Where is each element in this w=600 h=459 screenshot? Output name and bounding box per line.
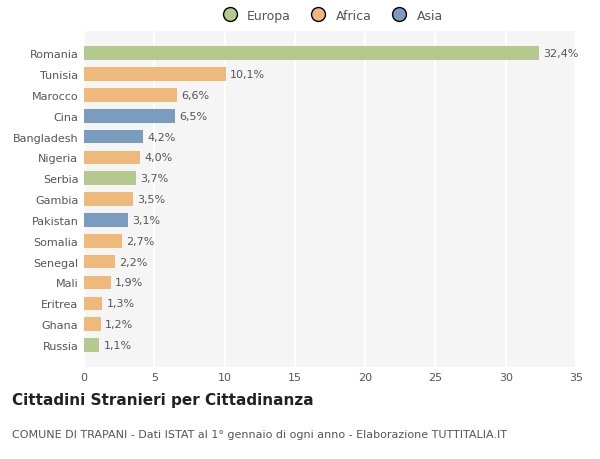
Text: COMUNE DI TRAPANI - Dati ISTAT al 1° gennaio di ogni anno - Elaborazione TUTTITA: COMUNE DI TRAPANI - Dati ISTAT al 1° gen… <box>12 429 507 439</box>
Text: 4,0%: 4,0% <box>145 153 173 163</box>
Text: 2,7%: 2,7% <box>126 236 155 246</box>
Text: 10,1%: 10,1% <box>230 70 265 80</box>
Bar <box>84 338 100 352</box>
Text: 1,3%: 1,3% <box>106 299 134 308</box>
Bar <box>84 214 128 227</box>
Text: 3,5%: 3,5% <box>137 195 166 205</box>
Text: 1,2%: 1,2% <box>105 319 133 330</box>
Legend: Europa, Africa, Asia: Europa, Africa, Asia <box>212 5 448 28</box>
Bar <box>84 68 226 82</box>
Text: Cittadini Stranieri per Cittadinanza: Cittadini Stranieri per Cittadinanza <box>12 392 314 408</box>
Text: 1,9%: 1,9% <box>115 278 143 288</box>
Text: 3,7%: 3,7% <box>140 174 169 184</box>
Bar <box>84 297 102 310</box>
Bar <box>84 255 115 269</box>
Text: 1,1%: 1,1% <box>104 340 132 350</box>
Bar <box>84 110 175 123</box>
Bar <box>84 193 133 207</box>
Text: 3,1%: 3,1% <box>132 215 160 225</box>
Text: 32,4%: 32,4% <box>544 49 579 59</box>
Text: 6,6%: 6,6% <box>181 91 209 101</box>
Bar <box>84 89 177 102</box>
Text: 6,5%: 6,5% <box>179 112 208 122</box>
Bar <box>84 318 101 331</box>
Bar <box>84 172 136 185</box>
Bar <box>84 130 143 144</box>
Text: 4,2%: 4,2% <box>147 132 176 142</box>
Bar <box>84 47 539 61</box>
Bar <box>84 235 122 248</box>
Text: 2,2%: 2,2% <box>119 257 148 267</box>
Bar <box>84 151 140 165</box>
Bar <box>84 276 111 290</box>
